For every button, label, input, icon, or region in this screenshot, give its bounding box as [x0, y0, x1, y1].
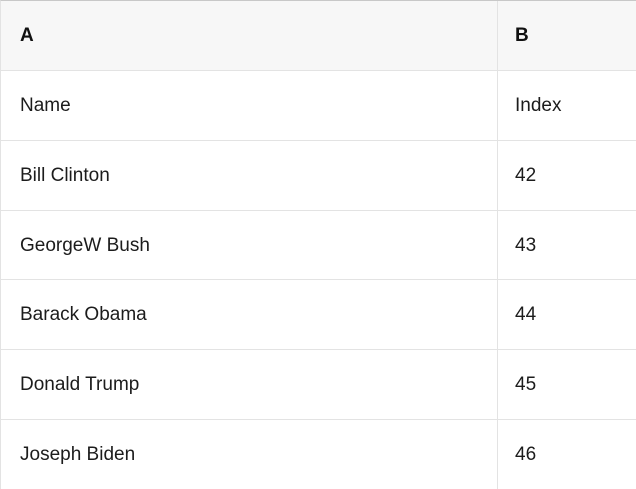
cell-b-row4[interactable]: 44 [515, 304, 537, 326]
cell-a-row4[interactable]: Barack Obama [1, 280, 498, 350]
cell-b-row1[interactable]: Index [515, 94, 562, 116]
cell-b-row3[interactable]: 43 [515, 234, 537, 256]
table-row: Barack Obama 44 [1, 280, 636, 351]
column-header-b[interactable]: B [515, 24, 529, 46]
table-row: Donald Trump 45 [1, 350, 636, 421]
table-row: Joseph Biden 46 [1, 420, 636, 489]
table-row: Name Index [1, 70, 636, 141]
cell-a-row1[interactable]: Name [1, 70, 498, 140]
column-header-a[interactable]: A [1, 1, 498, 70]
cell-a-row6[interactable]: Joseph Biden [1, 420, 498, 489]
cell-b-row2[interactable]: 42 [515, 164, 537, 186]
cell-a-row3[interactable]: GeorgeW Bush [1, 210, 498, 280]
cell-b-row5[interactable]: 45 [515, 374, 537, 396]
cell-b-row6[interactable]: 46 [515, 444, 537, 466]
cell-a-row2[interactable]: Bill Clinton [1, 140, 498, 210]
cell-a-row5[interactable]: Donald Trump [1, 350, 498, 420]
table-row: Bill Clinton 42 [1, 140, 636, 211]
table-row: GeorgeW Bush 43 [1, 210, 636, 281]
column-header-row: A B [1, 1, 636, 71]
